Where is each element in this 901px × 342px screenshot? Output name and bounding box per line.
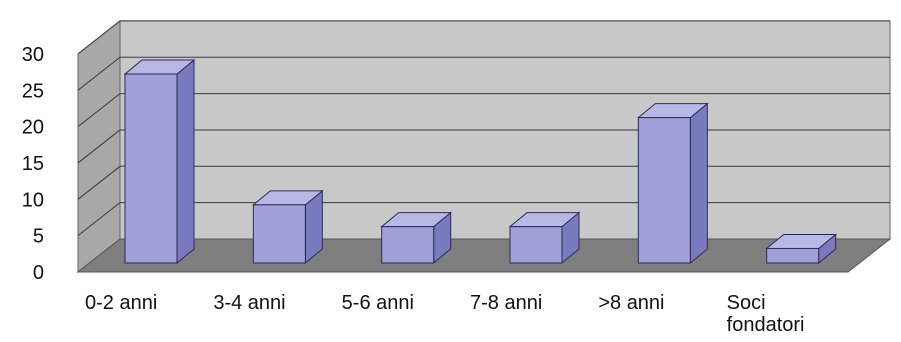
- x-tick-label: fondatori: [727, 314, 805, 336]
- bar: [252, 204, 306, 264]
- gridline-side: [77, 165, 121, 200]
- x-tick-label: 5-6 anni: [342, 292, 414, 314]
- bar: [381, 226, 435, 264]
- x-tick-label: >8 anni: [598, 292, 664, 314]
- bar: [509, 226, 563, 264]
- x-tick-label: 7-8 anni: [470, 292, 542, 314]
- x-tick-label: 0-2 anni: [85, 292, 157, 314]
- y-tick-label: 0: [33, 262, 44, 284]
- bar: [766, 247, 820, 264]
- gridline-side: [77, 20, 121, 55]
- y-tick-label: 5: [33, 226, 44, 248]
- x-tick-label: Soci: [727, 292, 766, 314]
- x-tick-label: 3-4 anni: [213, 292, 285, 314]
- bar: [124, 73, 178, 264]
- y-tick-label: 25: [22, 80, 44, 102]
- gridline-side: [77, 93, 121, 127]
- y-tick-label: 15: [22, 153, 44, 175]
- bar: [637, 117, 691, 264]
- y-tick-label: 20: [22, 117, 44, 139]
- y-tick-label: 10: [22, 189, 44, 211]
- y-tick-label: 30: [22, 44, 44, 66]
- gridline-side: [77, 129, 121, 164]
- bar-side: [176, 58, 195, 265]
- gridline-side: [77, 202, 121, 237]
- gridline-side: [77, 56, 121, 91]
- bar-side: [689, 102, 708, 265]
